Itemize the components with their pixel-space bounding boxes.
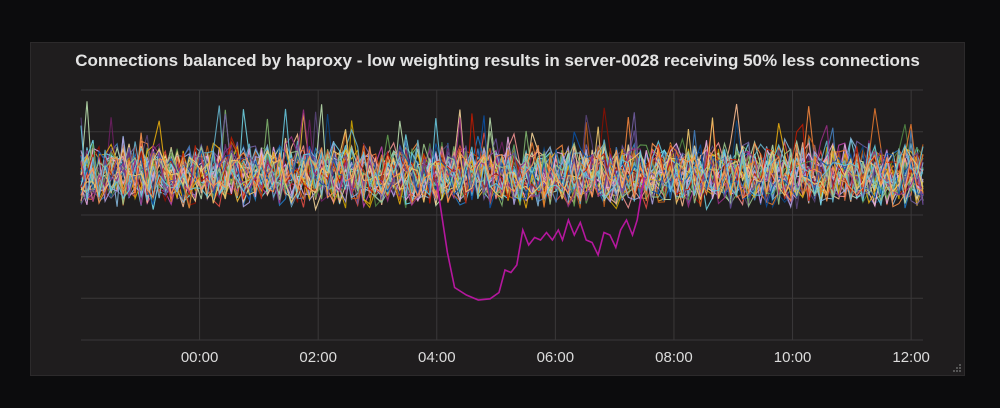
series-line	[80, 132, 924, 208]
x-tick-label: 02:00	[299, 349, 337, 366]
highlight-series-group	[436, 177, 646, 301]
panel-title[interactable]: Connections balanced by haproxy - low we…	[75, 51, 920, 70]
x-axis-ticks: 00:00 02:00 04:00 06:00 08:00 10:00 12:00	[181, 349, 930, 366]
x-tick-label: 06:00	[537, 349, 575, 366]
x-tick-label: 00:00	[181, 349, 219, 366]
series-line-server-0028	[436, 177, 646, 301]
series-line	[80, 131, 924, 208]
x-tick-label: 08:00	[655, 349, 693, 366]
x-tick-label: 12:00	[892, 349, 930, 366]
series-line	[80, 109, 924, 209]
resize-handle-icon[interactable]	[953, 364, 961, 372]
x-tick-label: 04:00	[418, 349, 456, 366]
baseline-series-group	[80, 101, 924, 212]
x-tick-label: 10:00	[774, 349, 812, 366]
line-chart: 00:00 02:00 04:00 06:00 08:00 10:00 12:00	[80, 89, 930, 366]
graph-panel: Connections balanced by haproxy - low we…	[30, 42, 965, 376]
series-line	[80, 108, 924, 202]
series-line	[80, 117, 924, 206]
grid-lines	[81, 89, 923, 341]
